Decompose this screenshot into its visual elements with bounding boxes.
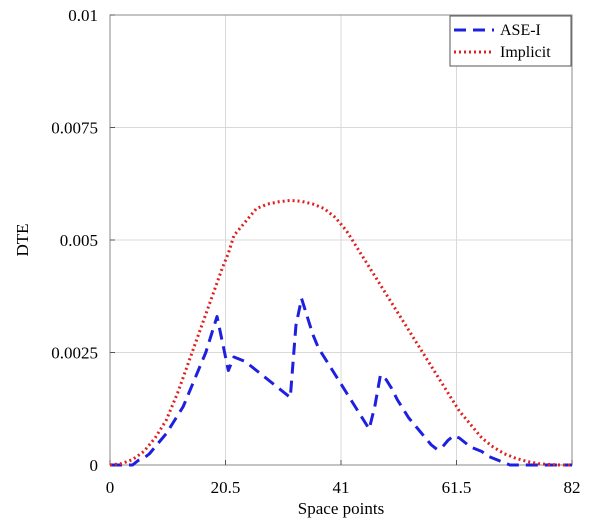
series-line-ase-i <box>110 297 572 467</box>
y-tick-label: 0.0075 <box>51 119 98 138</box>
grid-lines <box>110 15 572 465</box>
y-axis-label: DTE <box>13 223 32 256</box>
y-tick-label: 0 <box>90 456 99 475</box>
series-line-implicit <box>109 198 572 467</box>
legend-label-ase-i: ASE-I <box>500 22 541 39</box>
y-tick-label: 0.0025 <box>51 344 98 363</box>
y-tick-label: 0.005 <box>60 231 98 250</box>
y-tick-label: 0.01 <box>68 6 98 25</box>
legend-label-implicit: Implicit <box>500 44 551 61</box>
legend-box <box>449 15 572 67</box>
x-tick-label: 82 <box>564 478 581 497</box>
x-axis-label: Space points <box>298 499 384 518</box>
x-tick-label: 20.5 <box>211 478 241 497</box>
x-tick-label: 61.5 <box>442 478 472 497</box>
x-tick-label: 0 <box>106 478 115 497</box>
series-layer <box>109 198 572 467</box>
legend: ASE-I Implicit <box>449 15 572 67</box>
x-tick-label: 41 <box>333 478 350 497</box>
